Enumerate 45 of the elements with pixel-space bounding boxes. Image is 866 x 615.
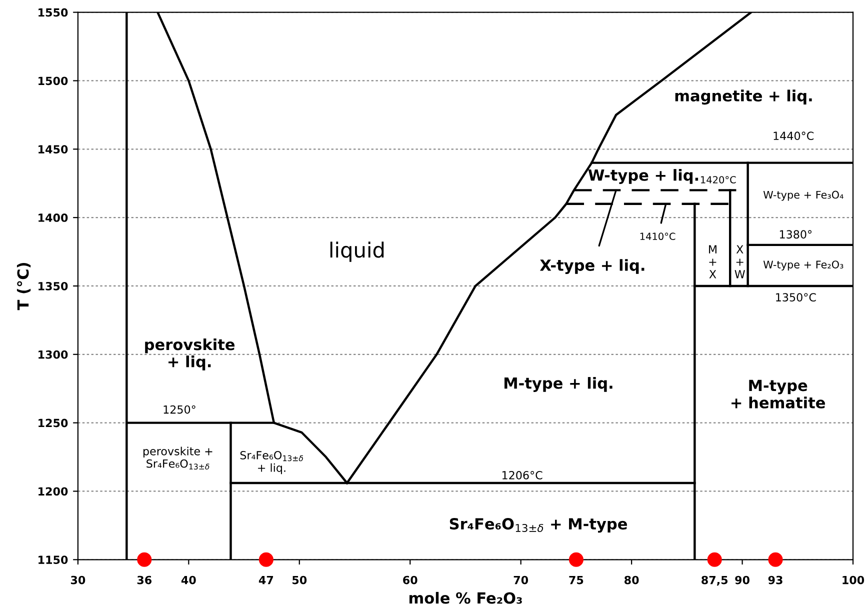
x-tick-label: 100 [842,576,864,584]
x-tick-label: 70 [514,576,528,584]
x-tick-label: 30 [70,576,86,584]
annotation: 1206°C [502,471,542,480]
y-tick-label: 1550 [38,8,68,17]
x-tick-label: 47 [258,576,274,584]
x-tick-label: 80 [624,576,639,584]
x-tick-label: 93 [768,576,782,584]
annotation: X + W [734,245,745,278]
annotation: M + X [709,245,716,278]
annotation: Sr₄Fe₆O$_{13±δ}$ + M-type [450,518,627,533]
annotation: W-type + Fe₃O₄ [763,190,844,201]
annotation: magnetite + liq. [675,90,812,105]
annotation: 1440°C [774,132,814,140]
annotation: 1410°C [640,232,676,240]
y-tick-label: 1300 [38,350,68,359]
x-tick-label: 90 [735,576,750,584]
y-tick-label: 1400 [38,214,68,222]
annotation: W-type + Fe₂O₃ [763,260,844,270]
y-tick-label: 1350 [38,282,68,290]
y-tick-label: 1250 [38,418,68,428]
annotation: W-type + liq. [588,169,698,184]
annotation: 1420°C [701,176,736,184]
annotation: 1380° [780,230,812,239]
x-tick-label: 87,5 [702,576,728,586]
annotation: perovskite + liq. [145,338,235,370]
x-tick-label: 50 [292,576,307,584]
annotation: X-type + liq. [540,259,644,274]
y-tick-label: 1200 [38,487,68,496]
annotation: perovskite + Sr₄Fe₆O$_{13±δ}$ [143,446,212,470]
x-tick-label: 60 [403,576,418,584]
x-tick-label: 36 [137,576,152,584]
annotation: 1350°C [776,293,816,302]
y-tick-label: 1450 [38,145,68,154]
annotation: Sr₄Fe₆O$_{13±δ}$ + liq. [240,451,304,474]
x-tick-label: 40 [181,576,196,584]
y-tick-label: 1500 [38,76,68,86]
annotation: 1250° [164,405,196,414]
x-tick-label: 75 [569,576,584,584]
annotation: liquid [330,242,384,262]
annotation: M-type + liq. [504,377,612,392]
y-axis-title: T (°C) [16,263,31,310]
annotation: M-type + hematite [732,380,825,408]
x-axis-title: mole % Fe₂O₃ [409,592,522,604]
y-tick-label: 1150 [38,556,68,564]
